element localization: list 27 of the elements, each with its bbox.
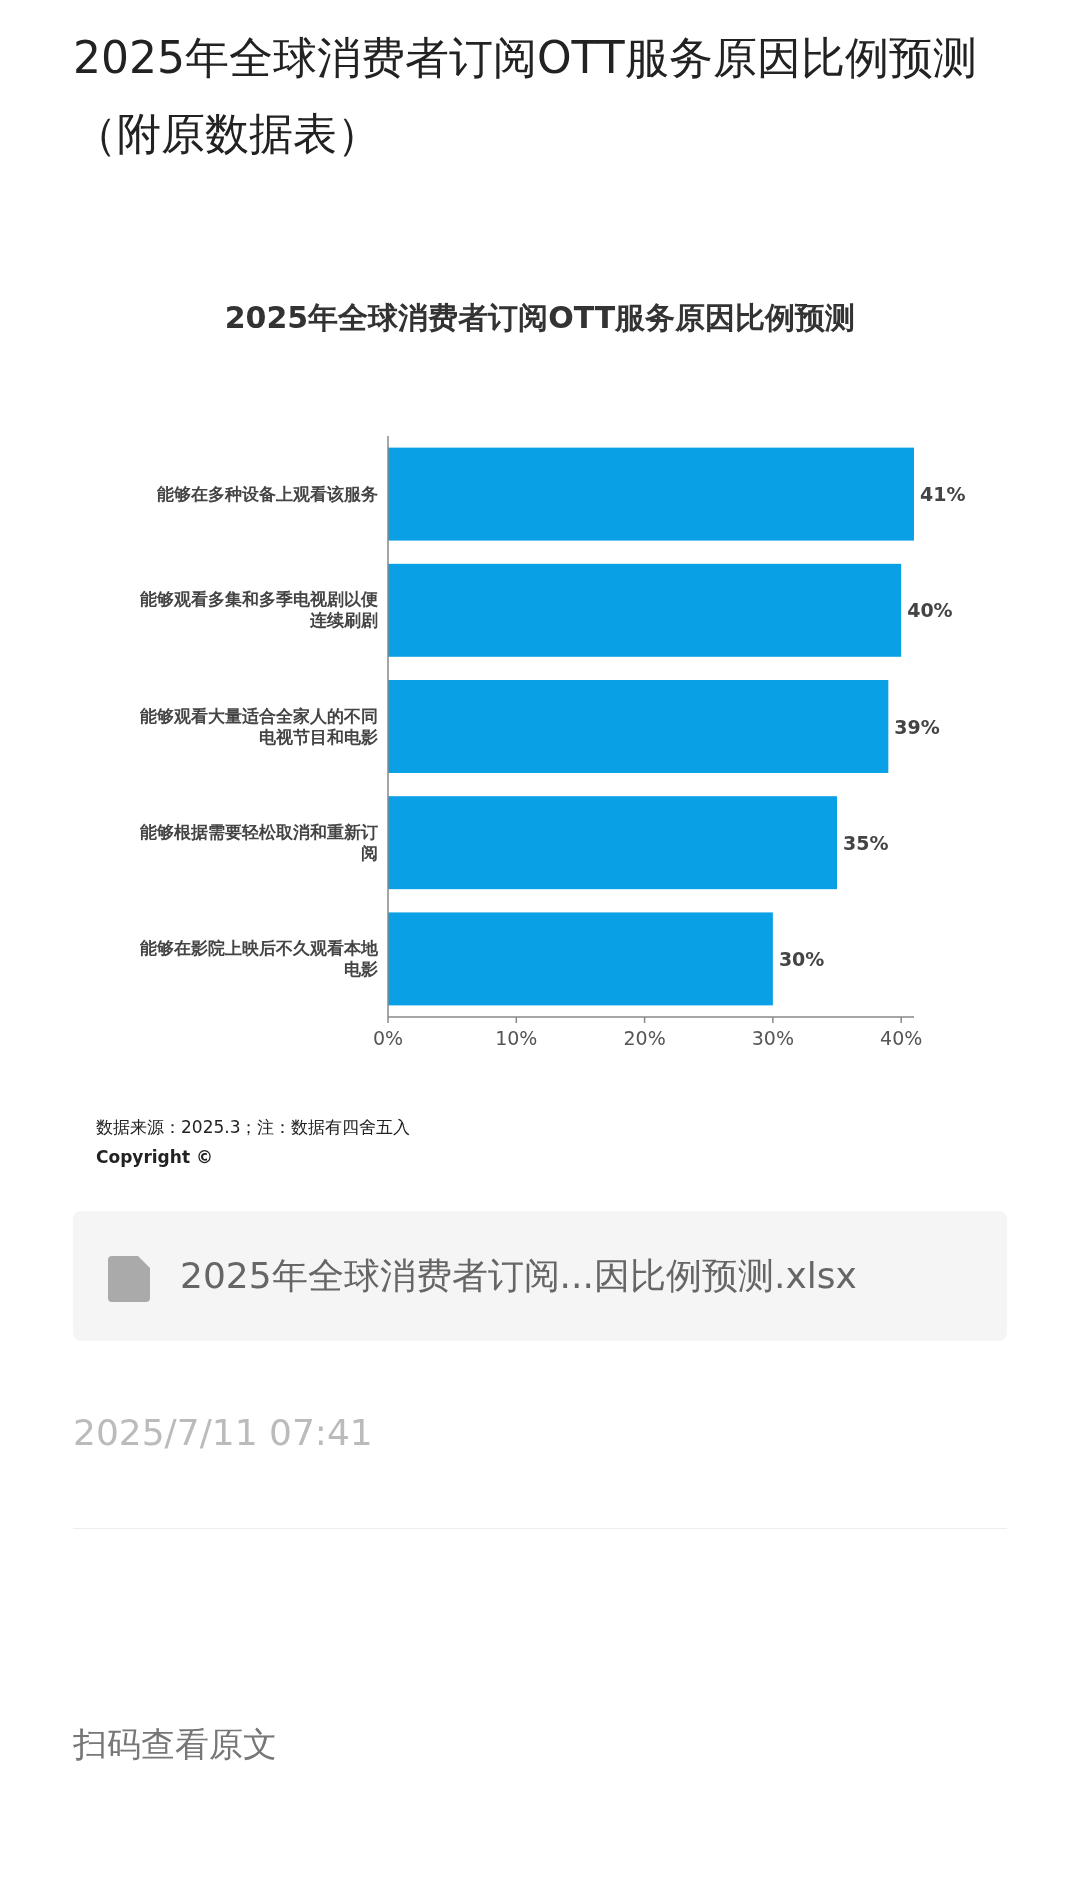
chart-title: 2025年全球消费者订阅OTT服务原因比例预测（附原数据表）: [73, 31, 978, 161]
y-tick-label: 能够在影院上映后不久观看本地电影: [139, 937, 378, 980]
text: Copyright ©: [96, 1147, 213, 1167]
x-tick-label: 40%: [880, 1027, 923, 1049]
text: 2025年全球消费者订阅...因比例预测.xlsx: [180, 1254, 857, 1298]
bar: [388, 563, 902, 657]
bar: [388, 680, 889, 773]
y-tick-label: 能够观看多集和多季电视剧以便连续刷剧: [139, 589, 378, 632]
x-tick-label: 10%: [495, 1027, 538, 1049]
data-label: 41%: [920, 483, 966, 506]
bar: [388, 912, 773, 1006]
bar: [388, 447, 914, 541]
chart-subtitle: 2025年全球消费者订阅OTT服务原因比例预测: [223, 299, 857, 337]
bar: [388, 796, 838, 890]
data-label: 39%: [894, 715, 940, 738]
data-label: 40%: [907, 599, 953, 622]
x-tick-label: 20%: [623, 1027, 666, 1049]
y-tick-label: 能够观看大量适合全家人的不同电视节目和电影: [139, 705, 378, 748]
text: 扫码查看原文: [73, 1723, 277, 1766]
data-label: 35%: [843, 831, 889, 854]
data-label: 30%: [778, 947, 825, 970]
x-tick-label: 30%: [751, 1027, 794, 1049]
y-tick-label: 能够根据需要轻松取消和重新订阅: [139, 821, 378, 864]
source-note: 数据来源：2025.3；注：数据有四舍五入: [96, 1116, 411, 1139]
text: 2025/7/11 07:41: [73, 1412, 373, 1453]
y-tick-label: 能够在多种设备上观看该服务: [156, 483, 378, 505]
x-tick-label: 0%: [372, 1027, 404, 1049]
